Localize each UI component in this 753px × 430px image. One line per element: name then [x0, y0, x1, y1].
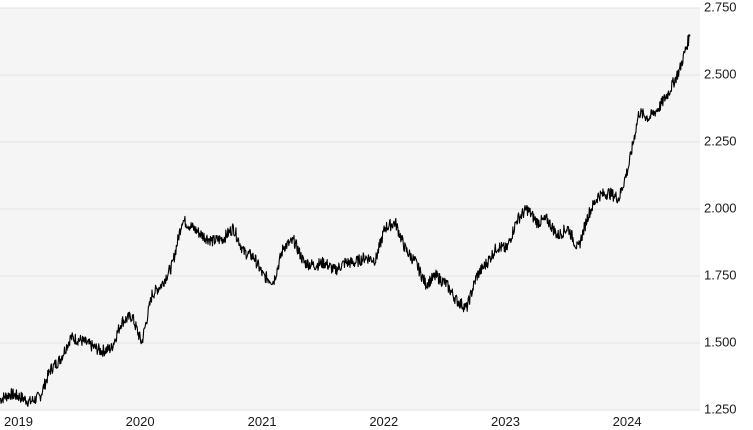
gridlines [0, 7, 700, 411]
x-tick-label: 2019 [4, 414, 33, 429]
y-tick-label: 2.500 [704, 66, 737, 81]
y-axis-ticks: 1.250 1.500 1.750 2.000 2.250 2.500 2.750 [704, 0, 737, 416]
x-tick-label: 2021 [248, 414, 277, 429]
x-tick-label: 2022 [369, 414, 398, 429]
y-tick-label: 2.750 [704, 0, 737, 14]
x-tick-label: 2020 [126, 414, 155, 429]
y-tick-label: 2.250 [704, 133, 737, 148]
y-tick-label: 1.750 [704, 267, 737, 282]
price-line [0, 33, 691, 407]
y-tick-label: 1.250 [704, 401, 737, 416]
x-tick-label: 2024 [613, 414, 642, 429]
x-axis-ticks: 2019 2020 2021 2022 2023 2024 [4, 414, 642, 429]
x-tick-label: 2023 [491, 414, 520, 429]
y-tick-label: 1.500 [704, 334, 737, 349]
y-tick-label: 2.000 [704, 200, 737, 215]
